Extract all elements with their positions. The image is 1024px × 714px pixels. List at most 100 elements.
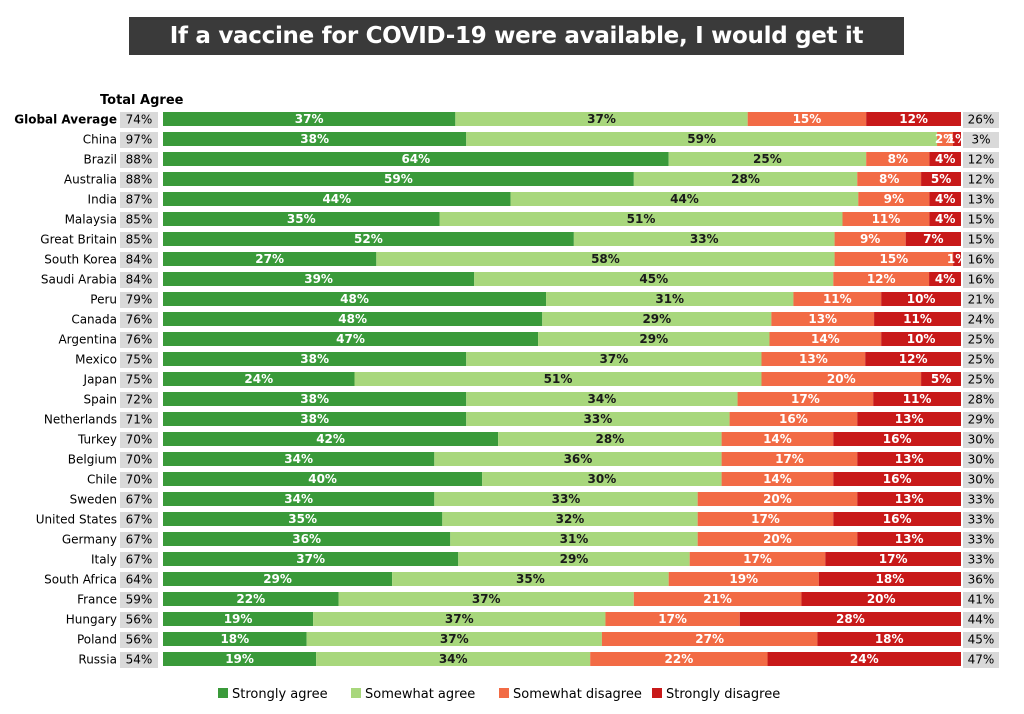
segment-value-label: 42%	[316, 432, 345, 446]
bar-segment-strongly-disagree	[905, 232, 961, 246]
bar-segment-strongly-agree	[163, 252, 377, 266]
segment-value-label: 27%	[255, 252, 284, 266]
segment-value-label: 13%	[895, 452, 924, 466]
segment-value-label: 19%	[729, 572, 758, 586]
segment-value-label: 12%	[867, 272, 896, 286]
bar-row: Hungary 56% 19% 37% 17% 28% 44%	[66, 612, 999, 628]
bar-segment-somewhat-disagree	[689, 552, 826, 566]
bar-segment-somewhat-disagree	[834, 232, 906, 246]
segment-value-label: 28%	[596, 432, 625, 446]
segment-value-label: 11%	[903, 312, 932, 326]
total-disagree-value: 25%	[968, 333, 995, 347]
legend-swatch	[351, 688, 361, 698]
bar-segment-strongly-agree	[163, 172, 634, 186]
total-agree-cell	[120, 532, 158, 548]
bar-row: Saudi Arabia 84% 39% 45% 12% 4% 16%	[41, 272, 999, 288]
row-label: South Korea	[44, 253, 117, 267]
segment-value-label: 25%	[753, 152, 782, 166]
segment-value-label: 16%	[883, 472, 912, 486]
total-agree-value: 59%	[126, 593, 153, 607]
total-agree-value: 76%	[126, 313, 153, 327]
bar-segment-strongly-agree	[163, 352, 467, 366]
segment-value-label: 11%	[872, 212, 901, 226]
legend-swatch	[499, 688, 509, 698]
bar-row: Belgium 70% 34% 36% 17% 13% 30%	[68, 452, 999, 468]
row-label: Global Average	[14, 113, 117, 127]
bar-segment-somewhat-disagree	[721, 472, 834, 486]
bar-segment-strongly-disagree	[857, 412, 961, 426]
bar-segment-strongly-agree	[163, 292, 547, 306]
total-disagree-cell	[963, 192, 999, 208]
segment-value-label: 33%	[552, 492, 581, 506]
row-label: Italy	[91, 553, 117, 567]
bar-segment-strongly-disagree	[857, 452, 961, 466]
segment-value-label: 7%	[923, 232, 943, 246]
segment-value-label: 34%	[284, 452, 313, 466]
segment-value-label: 20%	[763, 492, 792, 506]
bar-segment-strongly-agree	[163, 332, 539, 346]
segment-value-label: 14%	[811, 332, 840, 346]
bar-segment-strongly-disagree	[881, 332, 961, 346]
row-label: Australia	[64, 173, 117, 187]
bar-segment-somewhat-agree	[498, 432, 722, 446]
bar-row: Canada 76% 48% 29% 13% 11% 24%	[71, 312, 999, 328]
total-disagree-value: 25%	[968, 373, 995, 387]
total-agree-value: 56%	[126, 633, 153, 647]
bar-segment-somewhat-agree	[546, 292, 794, 306]
bar-row: Great Britain 85% 52% 33% 9% 7% 15%	[40, 232, 999, 248]
total-disagree-value: 30%	[968, 453, 995, 467]
bar-row: Brazil 88% 64% 25% 8% 4% 12%	[84, 152, 999, 168]
total-agree-value: 67%	[126, 493, 153, 507]
bar-segment-strongly-agree	[163, 132, 467, 146]
total-disagree-value: 16%	[968, 273, 995, 287]
segment-value-label: 18%	[220, 632, 249, 646]
bar-segment-somewhat-agree	[338, 592, 634, 606]
bar-segment-somewhat-agree	[313, 612, 606, 626]
bar-segment-strongly-agree	[163, 272, 475, 286]
segment-value-label: 34%	[284, 492, 313, 506]
bar-row: Australia 88% 59% 28% 8% 5% 12%	[64, 172, 999, 188]
total-agree-value: 75%	[126, 373, 153, 387]
bar-segment-somewhat-disagree	[793, 292, 882, 306]
bar-segment-somewhat-agree	[306, 632, 602, 646]
total-disagree-cell	[963, 292, 999, 308]
segment-value-label: 17%	[791, 392, 820, 406]
bar-segment-somewhat-agree	[376, 252, 835, 266]
total-disagree-value: 47%	[968, 653, 995, 667]
total-disagree-value: 41%	[968, 593, 995, 607]
total-agree-cell	[120, 292, 158, 308]
segment-value-label: 9%	[884, 192, 904, 206]
total-agree-value: 88%	[126, 153, 153, 167]
segment-value-label: 59%	[687, 132, 716, 146]
bar-segment-strongly-disagree	[874, 312, 961, 326]
bar-segment-somewhat-disagree	[747, 112, 867, 126]
bar-segment-somewhat-disagree	[858, 192, 930, 206]
bar-row: South Korea 84% 27% 58% 15% 1% 16%	[44, 252, 999, 268]
bar-segment-strongly-agree	[163, 192, 511, 206]
row-label: Sweden	[70, 493, 117, 507]
total-agree-cell	[120, 492, 158, 508]
segment-value-label: 36%	[564, 452, 593, 466]
segment-value-label: 18%	[875, 632, 904, 646]
segment-value-label: 17%	[658, 612, 687, 626]
row-label: Canada	[71, 313, 117, 327]
bar-segment-somewhat-disagree	[857, 172, 922, 186]
total-disagree-cell	[963, 112, 999, 128]
total-agree-cell	[120, 432, 158, 448]
segment-value-label: 29%	[642, 312, 671, 326]
total-agree-cell	[120, 272, 158, 288]
bar-segment-somewhat-agree	[466, 412, 730, 426]
segment-value-label: 32%	[556, 512, 585, 526]
bar-segment-somewhat-agree	[573, 232, 835, 246]
bar-segment-somewhat-agree	[439, 212, 843, 226]
bar-row: France 59% 22% 37% 21% 20% 41%	[77, 592, 999, 608]
segment-value-label: 59%	[384, 172, 413, 186]
bar-segment-strongly-disagree	[833, 512, 961, 526]
bar-row: Chile 70% 40% 30% 14% 16% 30%	[87, 472, 999, 488]
bar-row: Sweden 67% 34% 33% 20% 13% 33%	[70, 492, 999, 508]
bar-row: Malaysia 85% 35% 51% 11% 4% 15%	[65, 212, 999, 228]
total-disagree-cell	[963, 312, 999, 328]
bar-row: Russia 54% 19% 34% 22% 24% 47%	[78, 652, 999, 668]
segment-value-label: 38%	[300, 392, 329, 406]
row-label: Turkey	[77, 433, 117, 447]
